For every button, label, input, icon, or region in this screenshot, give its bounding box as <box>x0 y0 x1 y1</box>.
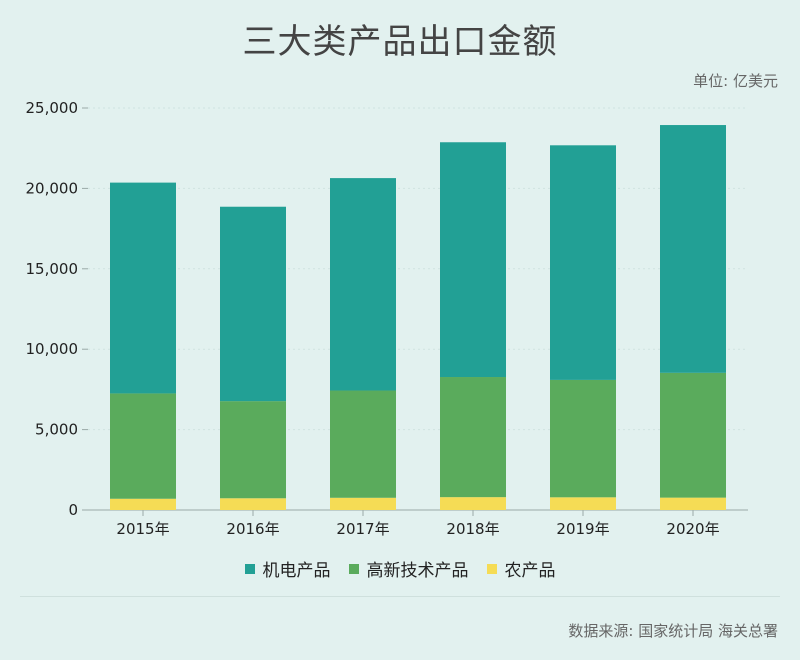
bar-hightech <box>440 377 506 498</box>
bar-agricultural <box>110 498 176 510</box>
bar-mechanical <box>550 145 616 380</box>
legend-swatch-mechanical <box>244 563 255 574</box>
bar-hightech <box>330 390 396 498</box>
bar-agricultural <box>660 497 726 510</box>
x-tick-label: 2017年 <box>336 520 389 538</box>
x-tick-label: 2018年 <box>446 520 499 538</box>
x-tick-label: 2019年 <box>556 520 609 538</box>
legend-item-agricultural[interactable]: 农产品 <box>486 556 556 581</box>
legend-item-hightech[interactable]: 高新技术产品 <box>348 556 469 581</box>
chart-title: 三大类产品出口金额 <box>242 22 558 62</box>
legend-swatch-agricultural <box>486 563 497 574</box>
footer-divider <box>20 596 780 597</box>
bar-mechanical <box>110 182 176 394</box>
bar-mechanical <box>660 125 726 373</box>
bar-agricultural <box>550 497 616 510</box>
x-tick-label: 2020年 <box>666 520 719 538</box>
bar-hightech <box>110 393 176 499</box>
y-tick-label: 25,000 <box>26 99 79 117</box>
unit-label: 单位: 亿美元 <box>693 72 778 90</box>
stacked-bar-chart: 0 5,000 10,000 15,000 20,000 25,000 2015年 2016年… <box>26 99 748 538</box>
y-tick-label: 5,000 <box>35 421 78 439</box>
bar-agricultural <box>330 497 396 510</box>
bar-mechanical <box>330 178 396 391</box>
bar-hightech <box>550 379 616 498</box>
source-note: 数据来源: 国家统计局 海关总署 <box>568 622 778 640</box>
y-tick-label: 20,000 <box>26 179 79 197</box>
bar-agricultural <box>440 497 506 510</box>
x-tick-label: 2016年 <box>226 520 279 538</box>
y-tick-label: 0 <box>68 501 78 519</box>
bar-mechanical <box>220 206 286 402</box>
legend: 机电产品 高新技术产品 农产品 <box>0 556 800 581</box>
bar-mechanical <box>440 142 506 378</box>
y-tick-label: 15,000 <box>26 260 79 278</box>
legend-label-mechanical: 机电产品 <box>262 561 331 581</box>
bar-agricultural <box>220 498 286 510</box>
bar-hightech <box>220 401 286 499</box>
bar-hightech <box>660 372 726 498</box>
legend-swatch-hightech <box>348 563 359 574</box>
legend-item-mechanical[interactable]: 机电产品 <box>244 556 331 581</box>
legend-label-agricultural: 农产品 <box>504 561 556 581</box>
x-tick-label: 2015年 <box>116 520 169 538</box>
legend-label-hightech: 高新技术产品 <box>366 561 469 581</box>
y-tick-label: 10,000 <box>26 340 79 358</box>
